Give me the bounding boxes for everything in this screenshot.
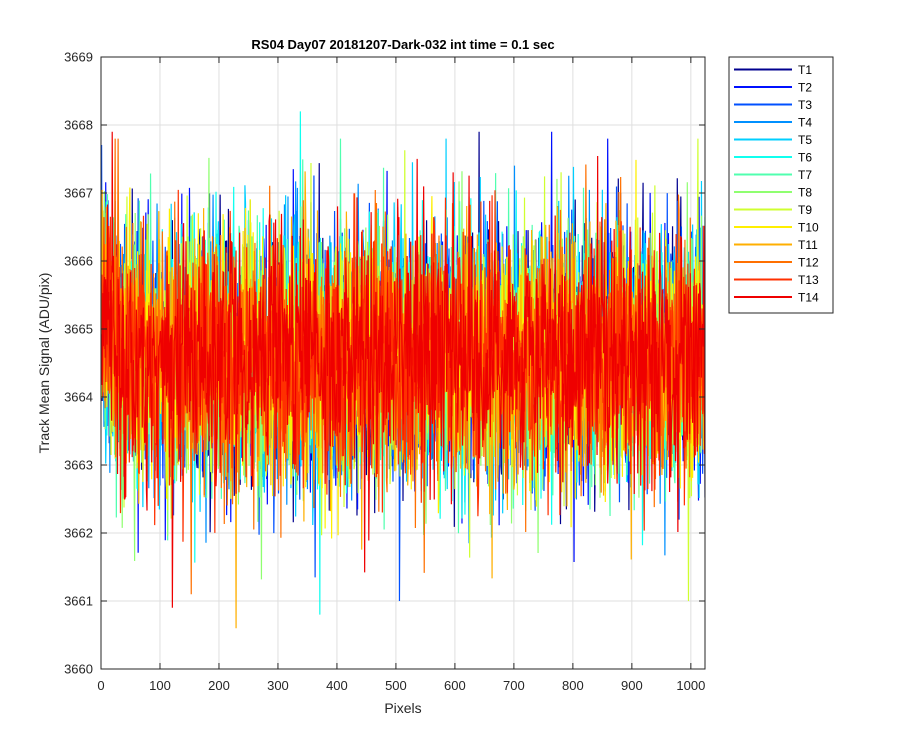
x-tick-label: 500 [385,678,407,693]
legend-label-T2: T2 [798,81,812,95]
legend-label-T5: T5 [798,133,812,147]
x-tick-label: 100 [149,678,171,693]
y-tick-label: 3663 [64,458,93,473]
legend: T1 T2 T3 T4 T5 T6 T7 T8 T9 T10 T11 T12 T13 T14 [728,56,834,314]
legend-label-T8: T8 [798,186,812,200]
legend-label-T1: T1 [798,63,812,77]
x-tick-label: 0 [97,678,104,693]
legend-label-T9: T9 [798,203,812,217]
x-tick-label: 800 [562,678,584,693]
legend-label-T10: T10 [798,221,819,235]
legend-label-T11: T11 [798,238,818,252]
x-tick-label: 400 [326,678,348,693]
x-tick-label: 600 [444,678,466,693]
y-tick-label: 3664 [64,390,93,405]
legend-label-T3: T3 [798,98,812,112]
legend-label-T12: T12 [798,256,819,270]
series-line-T14 [101,131,705,608]
series-group [101,111,705,629]
x-tick-label: 1000 [676,678,705,693]
y-tick-label: 3666 [64,254,93,269]
x-axis-label: Pixels [384,700,421,716]
y-tick-label: 3669 [64,50,93,65]
ticks [100,56,705,670]
axes-box [100,56,706,670]
y-tick-label: 3665 [64,322,93,337]
legend-label-T4: T4 [798,116,812,130]
x-tick-label: 700 [503,678,525,693]
y-tick-label: 3668 [64,118,93,133]
legend-label-T7: T7 [798,168,812,182]
x-tick-label: 200 [208,678,230,693]
y-tick-label: 3667 [64,186,93,201]
y-tick-labels: 3660 3661 3662 3663 3664 3665 3666 3667 3668 3669 [64,50,93,677]
chart-title: RS04 Day07 20181207-Dark-032 int time = … [251,37,554,52]
x-tick-labels: 0 100 200 300 400 500 600 700 800 900 1000 [97,678,705,693]
y-axis-label: Track Mean Signal (ADU/pix) [36,273,52,454]
legend-label-T13: T13 [798,273,819,287]
y-tick-label: 3661 [64,594,93,609]
y-tick-label: 3660 [64,662,93,677]
legend-label-T6: T6 [798,151,812,165]
x-tick-label: 900 [621,678,643,693]
legend-label-T14: T14 [798,291,819,305]
y-tick-label: 3662 [64,526,93,541]
legend-box [728,56,834,314]
x-tick-label: 300 [267,678,289,693]
